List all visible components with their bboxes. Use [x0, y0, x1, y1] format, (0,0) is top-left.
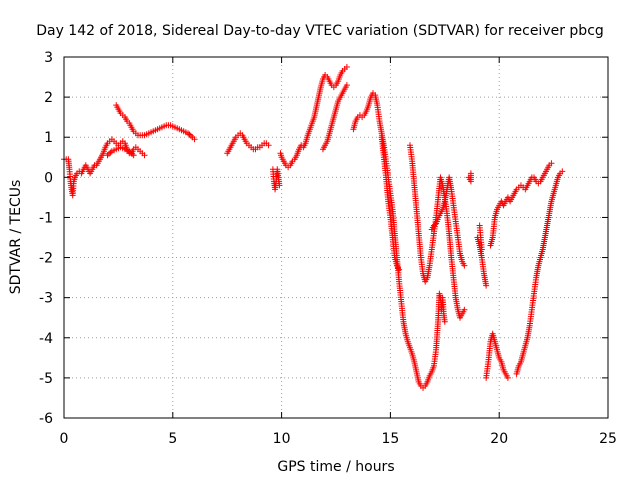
data-point [141, 152, 148, 159]
y-tick-label: -6 [39, 411, 53, 427]
data-point [343, 64, 350, 71]
y-tick-label: -5 [39, 371, 53, 387]
data-point [548, 160, 555, 167]
data-point [441, 318, 448, 325]
y-tick-label: 2 [44, 90, 53, 106]
y-tick-label: -1 [39, 210, 53, 226]
data-point [105, 150, 112, 157]
data-point [104, 152, 111, 159]
x-tick-label: 15 [381, 431, 399, 447]
data-point [265, 142, 272, 149]
y-tick-label: -4 [39, 331, 53, 347]
y-tick-label: 1 [44, 130, 53, 146]
data-point [483, 282, 490, 289]
data-point [107, 149, 114, 156]
data-point [129, 150, 136, 157]
data-point [343, 82, 350, 89]
y-tick-label: 0 [44, 170, 53, 186]
data-point [559, 168, 566, 175]
data-point [461, 262, 468, 269]
data-point [185, 130, 192, 137]
x-tick-label: 20 [490, 431, 508, 447]
data-point [127, 149, 134, 156]
data-point [276, 182, 283, 189]
x-axis-label: GPS time / hours [277, 459, 394, 475]
plot-frame [63, 56, 609, 419]
x-tick-label: 10 [273, 431, 291, 447]
tick-labels: 0 5 10 15 20 25 -6 -5 -4 -3 -2 -1 0 1 2 3 [39, 50, 617, 447]
data-point [504, 374, 511, 381]
chart-title: Day 142 of 2018, Sidereal Day-to-day VTE… [36, 23, 604, 39]
data-point [467, 170, 474, 177]
x-tick-label: 0 [60, 431, 69, 447]
x-tick-label: 5 [168, 431, 177, 447]
data-points [61, 64, 566, 391]
data-point [187, 132, 194, 139]
data-point [396, 266, 403, 273]
data-point [126, 148, 133, 155]
y-tick-label: -2 [39, 251, 53, 267]
data-point [191, 136, 198, 143]
x-tick-label: 25 [599, 431, 617, 447]
y-axis-label: SDTVAR / TECUs [8, 180, 24, 295]
data-point [186, 131, 193, 138]
data-point [478, 246, 485, 253]
y-tick-label: -3 [39, 291, 53, 307]
axis-ticks [63, 56, 609, 419]
y-tick-label: 3 [44, 50, 53, 66]
data-point [461, 306, 468, 313]
data-point [130, 152, 137, 159]
